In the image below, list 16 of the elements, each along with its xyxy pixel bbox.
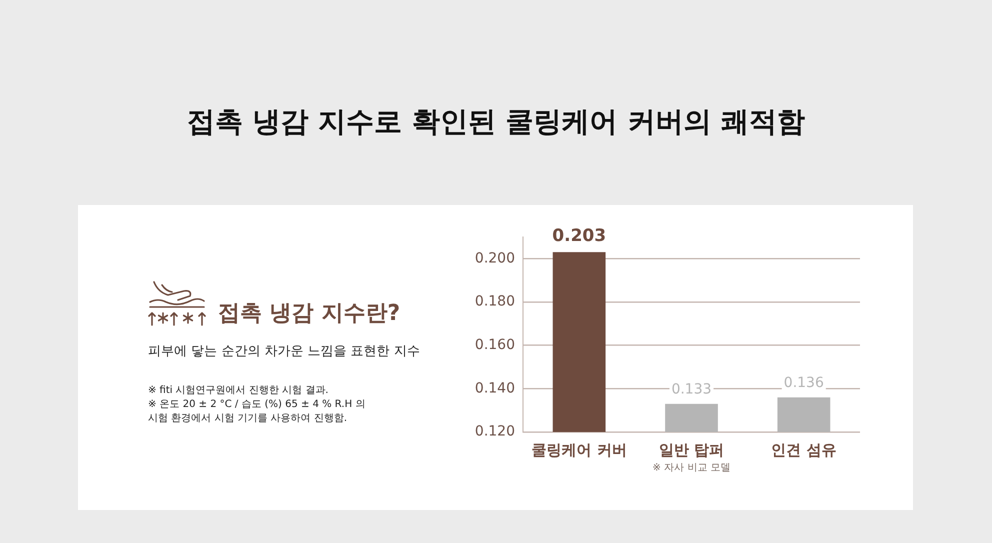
text: 피부에 닿는 순간의 차가운 느낌을 표현한 지수 [148, 343, 420, 361]
y-tick-label: 0.160 [474, 336, 515, 353]
data-label: 0.136 [784, 374, 824, 391]
text: 접촉 냉감 지수란? [218, 300, 400, 328]
text: ※ 온도 20 ± 2 °C / 습도 (%) 65 ± 4 % R.H 의 시험 환경에서 시험 기기를 사용하여 진행함. [148, 398, 366, 426]
chart-title: 접촉 냉감 지수로 확인된 쿨링케어 커버의 쾌적함 [186, 104, 806, 140]
text: ※ fiti 시험연구원에서 진행한 시험 결과. [148, 384, 330, 398]
y-tick-label: 0.180 [474, 294, 515, 310]
data-label: 0.133 [671, 381, 712, 398]
x-tick-label: 일반 탑퍼 ※ 자사 비교 모델 [652, 440, 730, 474]
x-tick-label: 인견 섬유 [771, 440, 836, 459]
y-tick-label: 0.200 [474, 250, 515, 266]
y-tick-label: 0.120 [474, 424, 515, 440]
data-label: 0.203 [552, 226, 606, 246]
y-tick-label: 0.140 [474, 380, 515, 396]
x-tick-label: 쿨링케어 커버 [532, 440, 627, 459]
